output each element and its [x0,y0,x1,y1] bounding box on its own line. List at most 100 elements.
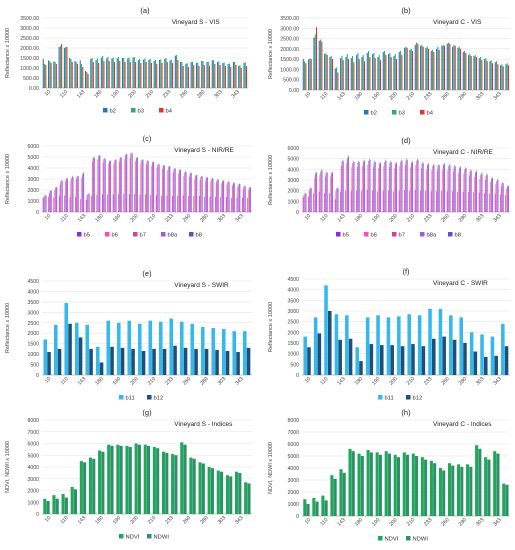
bar-b5-233 [166,195,168,212]
x-tick-label: 343 [492,376,502,386]
bar-b2-330 [484,59,486,90]
bar-b12-130 [78,337,83,375]
bar-b6-50 [70,180,72,212]
bar-b11-210 [137,323,142,375]
bar-b6-13 [48,193,50,212]
bar-b6-290 [199,180,201,212]
x-tick-label: 280 [458,91,468,101]
legend-label: b12 [154,395,164,401]
bar-b7-200 [146,161,148,212]
bar-b2-180 [388,54,390,90]
bar-b2-233 [164,59,166,88]
bar-b7-250 [178,170,180,212]
y-tick-label: 2000 [287,330,299,336]
bar-b4-113 [353,62,355,90]
legend-label: b8a [168,232,178,238]
bar-b7-250 [437,166,439,212]
y-tick-label: 4500 [27,279,39,285]
bar-b12-130 [338,339,342,375]
y-tick-label: 2000.00 [20,46,39,52]
x-tick-label: 210 [406,91,416,101]
bar-b3-365 [506,63,508,90]
bar-b8a-303 [470,169,471,212]
x-tick-label: 233 [164,213,174,223]
bar-b6-33 [324,176,326,212]
bar-b3-123 [357,52,359,90]
x-tick-label: 260 [440,517,450,527]
bar-b2-50 [329,57,331,90]
bar-b8-93 [83,172,85,212]
bar-b2-343 [227,64,229,88]
bar-b12-290 [473,351,478,375]
x-tick-label: 200 [388,517,398,527]
bar-b8a-250 [179,169,181,212]
bar-ndvi-143 [98,450,102,514]
bar-b8-220 [417,159,419,212]
legend-swatch [364,232,369,237]
bar-b12-303 [225,350,230,375]
x-tick-label: 210 [147,515,157,525]
bar-b8-250 [439,165,440,212]
x-tick-label: 110 [59,89,69,99]
y-tick-label: 0 [296,210,299,216]
y-tick-label: 7000 [287,430,299,436]
bar-ndvi-123 [348,448,352,516]
bar-b2-113 [90,59,92,88]
bar-b7-365 [506,186,508,212]
legend-swatch [392,232,397,237]
bar-b5-230 [161,195,162,212]
bar-ndvi-365 [502,483,506,516]
x-tick-label: 110 [60,376,70,386]
bar-b4-260 [443,45,446,90]
bar-b8-233 [169,166,171,212]
x-tick-label: 233 [423,517,433,527]
bar-b2-230 [158,60,161,88]
bar-b8a-193 [401,159,402,212]
x-tick-label: 180 [94,213,104,223]
bar-b2-63 [74,61,76,88]
legend-label: b3 [138,108,144,114]
bar-ndwi-343 [496,453,500,516]
x-tick-label: 343 [234,213,244,223]
legend-label: b11 [385,395,394,401]
bar-ndvi-343 [235,471,239,514]
legend-label: b3 [399,110,405,116]
bar-b5-220 [155,194,157,212]
bar-b3-180 [389,52,391,90]
bar-b3-63 [75,62,77,88]
bar-b11-200 [127,320,132,375]
y-tick-label: 0 [36,373,39,379]
bar-ndvi-210 [402,452,406,516]
panel-title: Vineyard C - NIR/RE [433,149,494,156]
y-tick-label: 500 [290,362,299,368]
bar-b5-320 [478,192,480,212]
bar-b4-233 [427,48,430,90]
bar-b6-200 [404,165,406,212]
x-tick-label: 210 [406,517,416,527]
bar-b4-290 [459,48,462,90]
bar-b2-160 [377,57,379,90]
bar-b6-170 [124,159,125,212]
bar-b7-123 [98,155,99,212]
legend-item-b3: b3 [392,110,405,116]
bar-b8-190 [396,162,398,212]
bar-b8-160 [121,157,122,212]
y-tick-label: 4000 [287,167,299,173]
bar-b3-303 [207,61,209,88]
bar-b12-233 [421,346,426,375]
bar-b6-330 [484,180,486,212]
bar-ndvi-190 [384,451,388,516]
legend-item-b7: b7 [133,232,146,238]
bar-b5-30 [318,191,320,212]
x-tick-label: 210 [147,213,157,223]
bar-b5-220 [414,190,416,212]
bar-b2-170 [121,58,124,88]
bar-b3-50 [330,56,332,90]
bar-b12-280 [463,343,467,375]
bar-b3-170 [123,58,125,88]
bar-b5-300 [462,191,464,212]
x-tick-label: 190 [371,517,381,527]
y-tick-label: 4000 [27,166,39,172]
bar-b3-230 [160,59,162,88]
bar-ndwi-230 [424,459,428,516]
